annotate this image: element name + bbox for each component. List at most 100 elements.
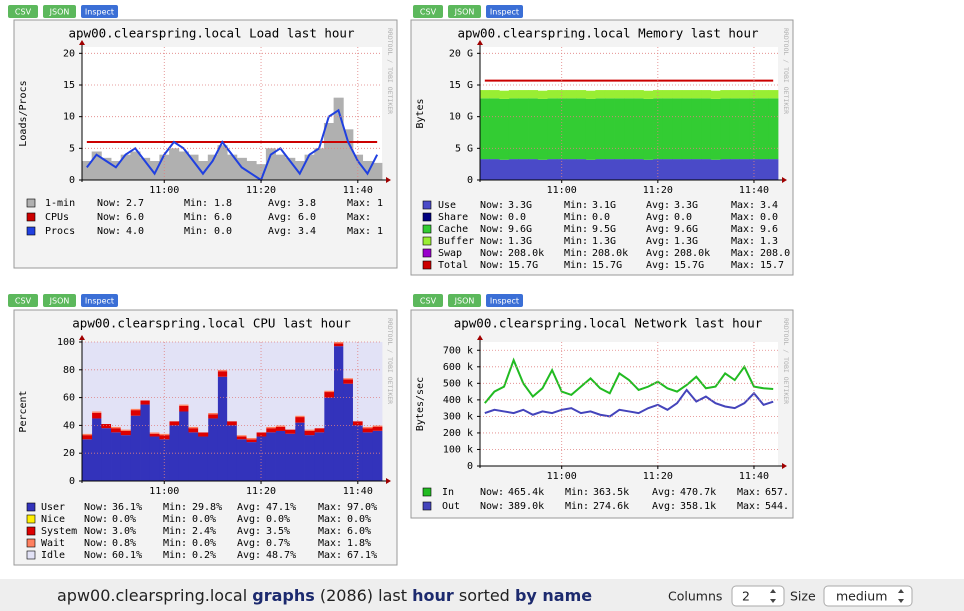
button[interactable]: [413, 5, 443, 18]
watermark: RRDTOOL / TOBI OETIKER: [782, 318, 790, 404]
button-label[interactable]: CSV: [15, 297, 32, 306]
legend-name: 1-min: [45, 198, 75, 209]
sort-link[interactable]: by name: [515, 586, 592, 605]
area-column: [159, 439, 170, 481]
watermark: RRDTOOL / TOBI OETIKER: [386, 318, 394, 404]
button-label[interactable]: CSV: [420, 297, 437, 306]
area-column: [323, 390, 335, 393]
legend-stat-value: 0.0: [214, 226, 232, 237]
legend-stat-value: 15.7G: [592, 260, 622, 271]
legend-stat-label: Now:: [84, 550, 108, 561]
legend-stat-value: 6.0: [214, 212, 232, 223]
legend-stat-label: Min:: [564, 212, 588, 223]
x-tick-label: 11:40: [343, 486, 373, 497]
columns-select[interactable]: 2: [731, 585, 785, 607]
area-column: [480, 98, 491, 160]
period-link[interactable]: hour: [412, 586, 454, 605]
legend-stat-value: 657.: [765, 487, 789, 498]
button[interactable]: [81, 5, 118, 18]
button[interactable]: [448, 294, 481, 307]
button[interactable]: [8, 294, 38, 307]
size-value[interactable]: medium: [836, 589, 887, 604]
y-axis-arrow: [79, 335, 85, 340]
graphs-link[interactable]: graphs: [252, 586, 315, 605]
legend-stat-value: 208.0k: [508, 248, 544, 259]
legend-stat-value: 1: [377, 226, 383, 237]
area-column: [149, 432, 160, 434]
columns-value[interactable]: 2: [742, 589, 750, 604]
legend-stat-value: 6.0: [126, 212, 144, 223]
area-column: [499, 90, 510, 99]
button[interactable]: [43, 294, 76, 307]
button-label[interactable]: Inspect: [85, 8, 114, 17]
button[interactable]: [448, 5, 481, 18]
area-column: [236, 342, 247, 436]
legend-stat-label: Max:: [347, 226, 371, 237]
area-column: [362, 428, 373, 433]
legend-stat-value: 0.8%: [112, 538, 136, 549]
area-column: [372, 425, 383, 427]
x-axis-arrow: [386, 177, 391, 183]
area-column: [275, 426, 286, 431]
legend-stat-label: Now:: [480, 501, 504, 512]
area-column: [91, 411, 102, 413]
button-label[interactable]: Inspect: [85, 297, 114, 306]
button[interactable]: [81, 294, 118, 307]
select-box[interactable]: [823, 585, 913, 607]
button-label[interactable]: Inspect: [490, 297, 519, 306]
area-column: [343, 379, 354, 384]
area-column: [111, 342, 122, 427]
area-column: [217, 376, 228, 481]
size-select[interactable]: medium: [823, 585, 913, 607]
legend-stat-value: 97.0%: [347, 502, 377, 513]
button-label[interactable]: JSON: [454, 297, 475, 306]
area-column: [236, 157, 247, 180]
area-column: [91, 418, 102, 481]
series-line: [484, 388, 774, 418]
area-column: [130, 408, 141, 411]
button[interactable]: [413, 294, 443, 307]
y-tick-label: 60: [63, 393, 75, 404]
button-label[interactable]: JSON: [454, 8, 475, 17]
y-tick-label: 700 k: [443, 345, 473, 356]
area-column: [227, 421, 238, 426]
select-box[interactable]: [731, 585, 785, 607]
area-column: [82, 439, 93, 481]
legend-stat-value: 36.1%: [112, 502, 142, 513]
legend-stat-value: 0.7%: [266, 538, 290, 549]
area-column: [82, 433, 93, 436]
area-column: [653, 159, 664, 180]
area-column: [691, 98, 702, 160]
area-column: [169, 148, 180, 180]
legend-stat-label: Now:: [97, 198, 121, 209]
button[interactable]: [486, 5, 523, 18]
button[interactable]: [486, 294, 523, 307]
area-column: [91, 151, 102, 180]
button-label[interactable]: Inspect: [490, 8, 519, 17]
area-column: [739, 90, 750, 99]
button-label[interactable]: CSV: [420, 8, 437, 17]
area-column: [653, 90, 664, 99]
area-column: [111, 161, 122, 180]
x-tick-label: 11:20: [643, 471, 673, 482]
button[interactable]: [8, 5, 38, 18]
button[interactable]: [43, 5, 76, 18]
legend-swatch: [422, 236, 432, 246]
area-column: [518, 90, 529, 99]
area-column: [333, 342, 344, 344]
area-column: [130, 415, 141, 481]
area-column: [178, 151, 189, 180]
area-column: [169, 425, 180, 481]
legend-name: System: [41, 526, 77, 537]
legend-stat-label: Avg:: [646, 200, 670, 211]
legend-stat-label: Now:: [97, 212, 121, 223]
y-axis-label: Loads/Procs: [18, 80, 29, 146]
x-axis-arrow: [782, 177, 787, 183]
legend-stat-value: 0.0: [674, 212, 692, 223]
button-label[interactable]: CSV: [15, 8, 32, 17]
legend-swatch: [422, 501, 432, 511]
area-column: [246, 161, 257, 180]
button-label[interactable]: JSON: [49, 8, 70, 17]
series-line: [484, 357, 774, 404]
button-label[interactable]: JSON: [49, 297, 70, 306]
